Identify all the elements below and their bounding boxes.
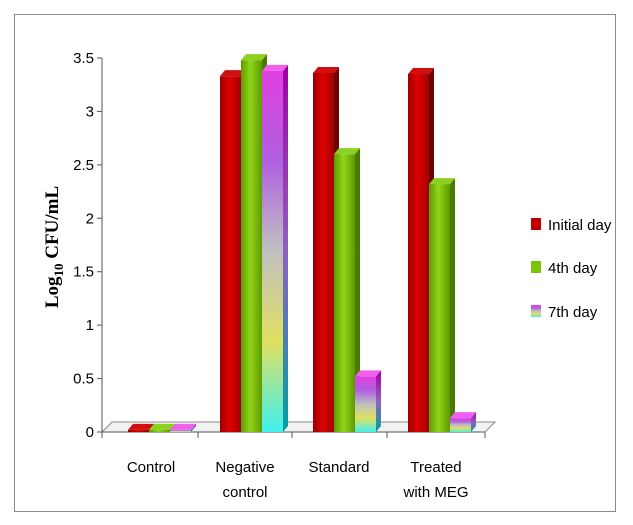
bar-front bbox=[334, 154, 355, 432]
bar-top bbox=[128, 423, 154, 430]
legend-swatch bbox=[531, 305, 541, 317]
bar-top bbox=[149, 423, 175, 430]
bar bbox=[262, 64, 288, 432]
legend-swatch bbox=[531, 261, 541, 273]
bar-side bbox=[471, 412, 476, 432]
category-label: Treated bbox=[410, 459, 461, 476]
legend-swatch bbox=[531, 218, 541, 230]
bar-side bbox=[191, 423, 196, 432]
bar-side bbox=[450, 178, 455, 432]
bar-front bbox=[408, 74, 429, 433]
bar-side bbox=[376, 370, 381, 432]
category-label: with MEG bbox=[402, 484, 468, 501]
bar-front bbox=[220, 76, 241, 432]
bar-front bbox=[128, 429, 149, 432]
bar-front bbox=[262, 70, 283, 432]
bar-front bbox=[170, 429, 191, 432]
bar-side bbox=[355, 148, 360, 432]
bar-side bbox=[283, 64, 288, 432]
y-tick-label: 2.5 bbox=[73, 157, 94, 174]
category-label: Standard bbox=[309, 459, 370, 476]
bar-front bbox=[313, 72, 334, 433]
bar-top bbox=[429, 178, 455, 185]
legend-label: 4th day bbox=[548, 260, 598, 277]
y-tick-label: 3.5 bbox=[73, 50, 94, 67]
y-tick-label: 0.5 bbox=[73, 371, 94, 388]
bar bbox=[170, 423, 196, 432]
y-tick-label: 1 bbox=[86, 317, 94, 334]
y-tick-label: 3 bbox=[86, 103, 94, 120]
bars bbox=[128, 54, 476, 433]
y-tick-label: 0 bbox=[86, 424, 94, 441]
y-tick-label: 1.5 bbox=[73, 264, 94, 281]
y-axis-label: Log10 CFU/mL bbox=[42, 186, 66, 308]
bar-top bbox=[408, 68, 434, 75]
bar-top bbox=[313, 66, 339, 73]
y-tick-label: 2 bbox=[86, 210, 94, 227]
bar-front bbox=[429, 184, 450, 432]
category-label: control bbox=[222, 484, 267, 501]
bar-top bbox=[450, 412, 476, 419]
bar-top bbox=[241, 54, 267, 61]
y-axis: 0 0.5 1 1.5 2 2.5 3 3.5 bbox=[73, 50, 486, 441]
category-labels: Control Negative control Standard Treated wit… bbox=[127, 459, 469, 501]
bar-top bbox=[220, 70, 246, 77]
legend-label: Initial day bbox=[548, 217, 612, 234]
bar-front bbox=[355, 376, 376, 432]
bar bbox=[450, 412, 476, 432]
bar-top bbox=[334, 148, 360, 155]
legend-label: 7th day bbox=[548, 304, 598, 321]
bar bbox=[355, 370, 381, 432]
category-label: Control bbox=[127, 459, 175, 476]
category-label: Negative bbox=[215, 459, 274, 476]
bar-front bbox=[149, 429, 170, 432]
legend: Initial day 4th day 7th day bbox=[531, 217, 612, 321]
bar-top bbox=[170, 423, 196, 430]
bar-top bbox=[355, 370, 381, 377]
bar bbox=[334, 148, 360, 432]
bar-top bbox=[262, 64, 288, 71]
bar-front bbox=[450, 418, 471, 432]
bar bbox=[429, 178, 455, 432]
bar-front bbox=[241, 60, 262, 432]
